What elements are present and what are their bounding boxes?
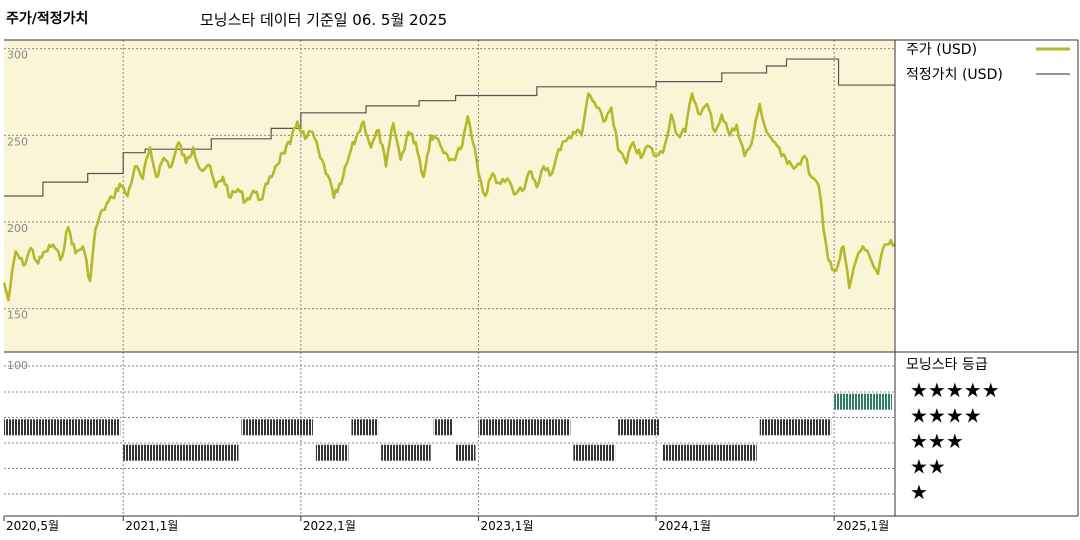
- rating-bar-segment: [351, 419, 379, 436]
- rating-bar-segment: [618, 419, 660, 436]
- rating-bar-segment: [315, 444, 349, 461]
- fair-value-series-line: [4, 58, 895, 197]
- chart-left-title: 주가/적정가치: [6, 11, 89, 27]
- x-axis-ticks: 2020,5월 2021,1월 2022,1월 2023,1월 2024,1월 2025,…: [3, 516, 889, 533]
- x-tick-label: 2023,1월: [480, 519, 533, 533]
- y-tick-label: 250: [7, 135, 28, 148]
- rating-level-5-stars: ★★★★★: [910, 378, 1000, 402]
- legend-price-label: 주가 (USD): [906, 42, 977, 58]
- x-tick-label: 2021,1월: [125, 519, 178, 533]
- chart-title: 모닝스타 데이터 기준일 06. 5월 2025: [200, 11, 448, 29]
- x-tick-label: 2020,5월: [6, 519, 59, 533]
- rating-level-4-stars: ★★★★: [910, 404, 982, 428]
- y-tick-label: 200: [7, 222, 28, 235]
- legend: 주가 (USD) 적정가치 (USD) 모닝스타 등급: [906, 42, 1070, 373]
- y-axis-ticks: 300 250 200 150 100: [7, 49, 28, 372]
- rating-bars: [4, 393, 892, 461]
- rating-bar-segment: [478, 419, 571, 436]
- rating-bar-segment: [573, 444, 616, 461]
- x-tick-label: 2025,1월: [836, 519, 889, 533]
- rating-bar-segment: [455, 444, 476, 461]
- rating-scale-label: 100: [7, 359, 28, 372]
- rating-bar-segment: [834, 393, 892, 410]
- rating-level-1-stars: ★: [910, 480, 928, 504]
- rating-bar-segment: [381, 444, 431, 461]
- x-tick-label: 2022,1월: [303, 519, 356, 533]
- rating-level-3-stars: ★★★: [910, 429, 964, 453]
- rating-bar-segment: [662, 444, 757, 461]
- grid: [4, 40, 895, 516]
- rating-bar-segment: [241, 419, 313, 436]
- rating-star-levels: ★★★★★★★★★★★★★★★: [910, 378, 1000, 504]
- legend-fair-label: 적정가치 (USD): [906, 67, 1003, 83]
- rating-legend-title: 모닝스타 등급: [906, 357, 988, 373]
- rating-level-2-stars: ★★: [910, 455, 946, 479]
- chart-frame: [4, 39, 1079, 517]
- y-tick-label: 300: [7, 49, 28, 62]
- price-series-line: [2, 92, 896, 302]
- rating-bar-segment: [4, 419, 121, 436]
- y-tick-label: 150: [7, 309, 28, 322]
- rating-bar-segment: [759, 419, 832, 436]
- rating-bar-segment: [123, 444, 239, 461]
- x-tick-label: 2024,1월: [658, 519, 711, 533]
- price-panel-background: [4, 40, 895, 352]
- rating-bar-segment: [433, 419, 453, 436]
